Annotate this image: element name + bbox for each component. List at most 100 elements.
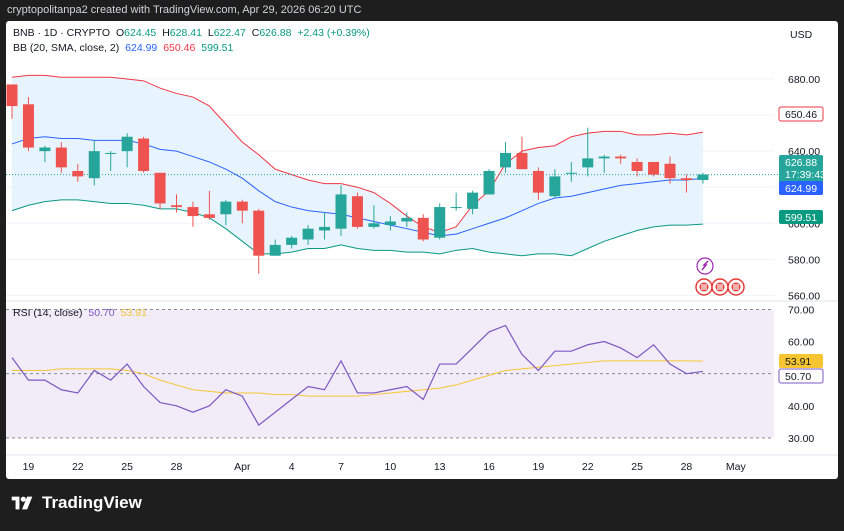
candle	[417, 214, 429, 242]
candle-body	[351, 196, 363, 227]
last-price-tag-text: 626.88	[785, 157, 817, 169]
events-group[interactable]	[695, 257, 745, 296]
candle	[368, 205, 380, 229]
time-tick-label: 10	[385, 461, 397, 473]
lower-band-tag: 599.51	[779, 210, 823, 224]
bollinger-lower-line	[11, 199, 703, 257]
time-tick-label: Apr	[234, 461, 251, 473]
candle	[138, 136, 150, 173]
candle	[319, 212, 331, 240]
chart-canvas[interactable]: USD 680.00660.00640.00620.00600.00580.00…	[6, 21, 838, 479]
time-tick-label: 28	[681, 461, 693, 473]
time-tick-label: 28	[171, 461, 183, 473]
candle	[72, 163, 84, 182]
close-value: 626.88	[259, 27, 292, 39]
basis-tag-text: 624.99	[785, 183, 817, 195]
candle-body	[450, 207, 462, 209]
open-value: 624.45	[124, 27, 157, 39]
candle	[565, 161, 577, 182]
chart-panel[interactable]: USD 680.00660.00640.00620.00600.00580.00…	[6, 21, 838, 479]
candle-body	[368, 223, 380, 227]
candle	[302, 225, 314, 245]
candle-body	[598, 156, 610, 159]
price-tick-label: 580.00	[788, 254, 820, 266]
candle-body	[72, 170, 84, 177]
rsi-ma-tag: 53.91	[779, 354, 823, 368]
time-tick-label: 22	[72, 461, 84, 473]
candle-body	[549, 176, 561, 197]
candle	[105, 151, 117, 171]
time-tick-label: 4	[289, 461, 295, 473]
candle	[384, 216, 396, 231]
time-tick-label: 19	[23, 461, 35, 473]
candle-body	[582, 158, 594, 168]
candle	[450, 192, 462, 211]
economic-event-flag-icon[interactable]	[727, 278, 745, 296]
rsi-legend[interactable]: RSI (14, close) 50.70 53.91	[13, 307, 150, 319]
tradingview-logo-icon	[11, 496, 33, 510]
time-tick-label: 19	[533, 461, 545, 473]
candle-body	[22, 104, 34, 148]
rsi-label[interactable]: RSI (14, close)	[13, 307, 83, 319]
candle-body	[286, 237, 298, 245]
candle	[697, 172, 709, 184]
candles-group	[6, 84, 709, 274]
candle-body	[697, 174, 709, 180]
symbol-name[interactable]: BNB · 1D · CRYPTO	[13, 27, 111, 39]
rsi-ma-tag-text: 53.91	[785, 356, 811, 368]
bb-label[interactable]: BB (20, SMA, close, 2)	[13, 42, 120, 54]
candle	[269, 239, 281, 256]
candle	[55, 142, 67, 173]
candle-body	[105, 152, 117, 154]
candle-body	[434, 207, 446, 238]
time-axis[interactable]: 19 22 25 28 Apr 4 7 10 13 16 19 22 25 28 May	[23, 461, 747, 473]
currency-label[interactable]: USD	[790, 29, 813, 41]
economic-event-flag-icon[interactable]	[695, 278, 713, 296]
candle	[171, 194, 182, 213]
upper-band-tag: 650.46	[778, 106, 824, 122]
candle-body	[500, 152, 511, 168]
symbol-legend[interactable]: BNB · 1D · CRYPTO O624.45 H628.41 L622.4…	[13, 27, 373, 39]
candle-body	[55, 147, 67, 168]
economic-event-flag-icon[interactable]	[711, 278, 729, 296]
candle	[401, 212, 413, 227]
close-label: C	[251, 27, 260, 39]
change-value: +2.43 (+0.39%)	[297, 27, 370, 39]
candle	[467, 190, 479, 215]
ideas-icon[interactable]	[696, 257, 714, 275]
candle	[286, 235, 298, 249]
rsi-tick-label: 30.00	[788, 433, 814, 445]
time-tick-label: 13	[434, 461, 446, 473]
rsi-ma-line	[12, 360, 703, 397]
bollinger-legend[interactable]: BB (20, SMA, close, 2) 624.99 650.46 599…	[13, 42, 236, 54]
rsi-value-tag-text: 50.70	[785, 371, 811, 383]
candle	[582, 127, 594, 177]
candle	[121, 133, 133, 168]
candle-body	[384, 221, 396, 226]
candle	[154, 172, 166, 209]
candle-body	[335, 194, 347, 229]
time-tick-label: May	[726, 461, 747, 473]
candle	[615, 154, 627, 164]
candle	[598, 154, 610, 173]
candle	[483, 169, 495, 195]
rsi-tick-label: 60.00	[788, 337, 814, 349]
candle	[516, 136, 528, 170]
candle	[434, 203, 446, 240]
rsi-line	[11, 324, 703, 426]
candle-body	[648, 161, 660, 175]
candle	[6, 84, 18, 119]
candle-body	[532, 170, 544, 193]
open-label: O	[115, 27, 125, 39]
candle-body	[565, 172, 577, 174]
low-label: L	[207, 27, 214, 39]
tradingview-brand[interactable]: TradingView	[8, 493, 142, 513]
candle-body	[269, 244, 281, 256]
candle	[220, 199, 232, 226]
candle-body	[417, 217, 429, 240]
candle-body	[187, 207, 199, 217]
high-value: 628.41	[169, 27, 202, 39]
price-tick-label: 560.00	[788, 290, 820, 302]
candle	[88, 140, 100, 186]
